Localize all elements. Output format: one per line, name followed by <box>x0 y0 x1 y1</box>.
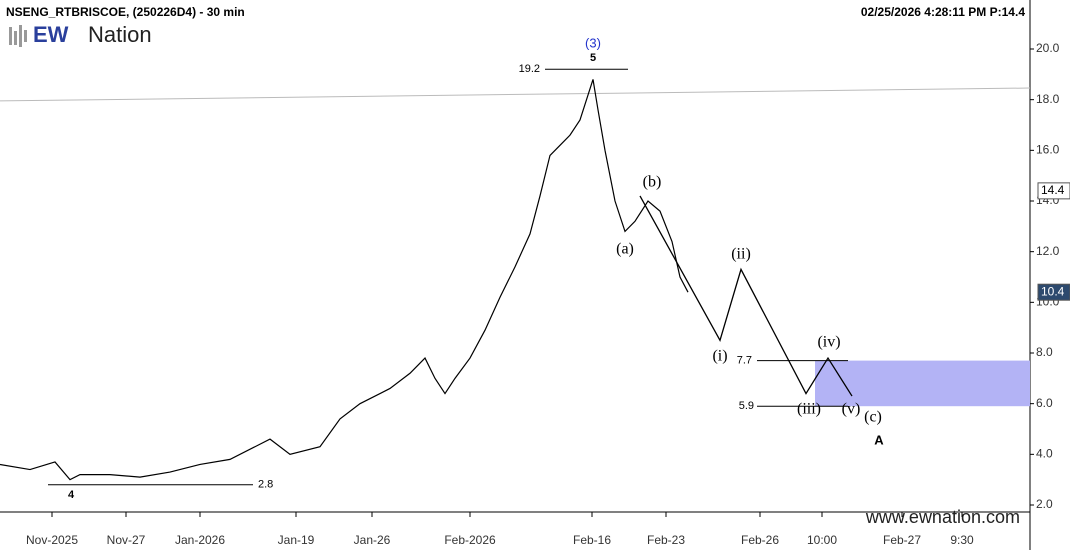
x-tick-label: Feb-23 <box>647 533 685 547</box>
y-tick-label: 12.0 <box>1036 244 1060 258</box>
price-tag <box>1037 283 1070 301</box>
level-label: 19.2 <box>519 63 540 75</box>
x-tick-label: 9:30 <box>950 533 974 547</box>
wave-projection <box>639 195 853 397</box>
x-tick-label: Jan-26 <box>354 533 391 547</box>
x-tick-label: 10:00 <box>807 533 837 547</box>
x-tick-label: Nov-2025 <box>26 533 78 547</box>
level-label: 7.7 <box>737 355 752 367</box>
y-tick-label: 18.0 <box>1036 92 1060 106</box>
y-tick-label: 4.0 <box>1036 447 1053 461</box>
y-tick-label: 2.0 <box>1036 497 1053 511</box>
x-tick-label: Feb-27 <box>883 533 921 547</box>
status: 02/25/2026 4:28:11 PM P:14.4 <box>861 5 1025 19</box>
logo-bar <box>9 27 12 45</box>
trendline <box>0 87 1031 102</box>
price-tag <box>1037 182 1070 200</box>
wave-label: A <box>874 432 884 447</box>
logo-bar <box>14 31 17 45</box>
y-tick-label: 16.0 <box>1036 143 1060 157</box>
wave-label: (iv) <box>817 334 840 351</box>
wave-label: (ii) <box>731 246 751 263</box>
x-tick-label: Jan-19 <box>278 533 315 547</box>
y-tick-label: 6.0 <box>1036 396 1053 410</box>
symbol: NSENG_RTBRISCOE, (250226D4) - 30 min <box>6 5 245 19</box>
wave-label: 5 <box>590 52 596 64</box>
x-tick-label: Feb-16 <box>573 533 611 547</box>
y-tick-label: 20.0 <box>1036 41 1060 55</box>
price-line <box>0 79 689 481</box>
wave-label: (3) <box>585 35 601 50</box>
y-tick-label: 8.0 <box>1036 345 1053 359</box>
wave-label: 4 <box>68 489 75 501</box>
wave-label: (v) <box>842 401 861 418</box>
wave-label: (i) <box>712 348 727 365</box>
wave-label: (c) <box>864 409 882 426</box>
level-label: 2.8 <box>258 479 273 491</box>
wave-label: (iii) <box>797 401 821 418</box>
target-zone <box>815 360 1030 407</box>
watermark: www.ewnation.com <box>865 507 1020 527</box>
logo-ew: EW <box>33 22 69 47</box>
wave-label: (b) <box>643 174 662 191</box>
x-tick-label: Feb-26 <box>741 533 779 547</box>
x-tick-label: Nov-27 <box>107 533 146 547</box>
x-tick-label: Jan-2026 <box>175 533 225 547</box>
logo-bar <box>24 30 27 42</box>
price-tag-label: 10.4 <box>1041 284 1065 298</box>
price-tag-label: 14.4 <box>1041 183 1065 197</box>
logo: EW Nation <box>9 22 152 47</box>
x-tick-label: Feb-2026 <box>444 533 496 547</box>
wave-label: (a) <box>616 241 634 258</box>
level-label: 5.9 <box>739 400 754 412</box>
logo-nation: Nation <box>88 22 152 47</box>
logo-bar <box>19 25 22 47</box>
